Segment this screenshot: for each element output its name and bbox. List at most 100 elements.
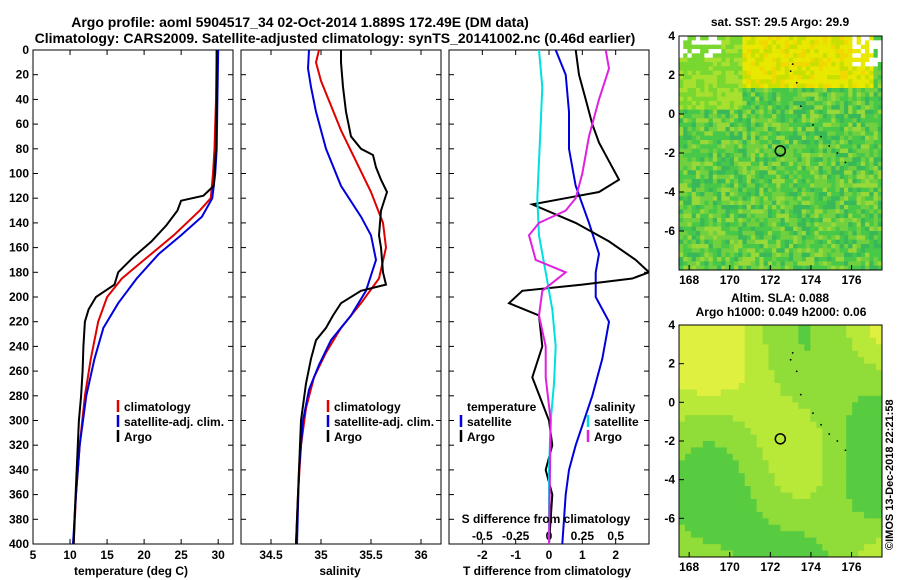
map-cell: [780, 383, 788, 391]
map-cell: [717, 92, 722, 98]
map-cell: [762, 395, 770, 403]
map-cell: [738, 492, 746, 500]
map-cell: [864, 370, 871, 378]
map-cell: [797, 131, 803, 137]
map-cell: [810, 109, 815, 115]
map-cell: [721, 57, 727, 63]
map-cell: [801, 209, 807, 215]
map-cell: [729, 66, 735, 72]
map-cell: [720, 415, 728, 423]
map-cell: [876, 505, 882, 513]
map-cell: [759, 205, 765, 210]
map-cell: [848, 75, 853, 80]
map-cell: [742, 75, 748, 80]
map-cell: [798, 383, 805, 391]
map-cell: [814, 239, 820, 245]
map-cell: [873, 239, 879, 245]
map-cell: [767, 179, 773, 184]
map-cell: [690, 505, 698, 513]
map-cell: [852, 363, 859, 371]
map-cell: [687, 131, 693, 137]
map-cell: [797, 205, 803, 210]
map-cell: [876, 460, 882, 468]
map-cell: [768, 376, 776, 384]
map-cell: [729, 161, 735, 167]
map-cell: [843, 127, 849, 132]
map-cell: [798, 441, 805, 449]
salinity-legend: climatology satellite-adj. clim. Argo: [326, 400, 434, 444]
map-cell: [801, 75, 807, 80]
map-cell: [814, 96, 820, 102]
map-cell: [687, 135, 693, 141]
map-cell: [746, 248, 752, 254]
map-cell: [767, 114, 773, 119]
map-cell: [848, 166, 853, 171]
map-cell: [805, 36, 811, 41]
map-cell: [714, 550, 722, 557]
map-cell: [679, 376, 686, 384]
map-cell: [831, 187, 837, 193]
map-cell: [788, 62, 794, 67]
map-cell: [702, 511, 710, 519]
map-cell: [816, 337, 823, 345]
map-cell: [742, 161, 748, 167]
map-cell: [858, 492, 865, 500]
map-cell: [704, 88, 710, 93]
map-cell: [714, 337, 722, 345]
map-cell: [684, 402, 692, 410]
temperature-series-line: [72, 50, 218, 544]
map-cell: [756, 421, 764, 429]
map-cell: [810, 325, 817, 333]
map-cell: [864, 511, 871, 519]
map-cell: [717, 265, 722, 270]
map-cell: [684, 389, 692, 397]
map-cell: [828, 505, 835, 513]
map-cell: [831, 144, 837, 150]
map-cell: [776, 131, 782, 137]
map-cell: [725, 213, 731, 219]
map-cell: [767, 192, 773, 197]
map-cell: [720, 531, 728, 539]
map-cell: [846, 383, 853, 391]
map-cell: [814, 92, 820, 98]
map-cell: [733, 101, 739, 106]
map-cell: [798, 460, 805, 468]
map-cell: [835, 40, 841, 46]
map-cell: [805, 140, 811, 145]
map-cell: [839, 235, 845, 241]
map-cell: [738, 257, 744, 262]
map-cell: [763, 127, 769, 132]
map-cell: [877, 231, 882, 236]
map-cell: [780, 511, 788, 519]
map-cell: [762, 344, 770, 352]
map-cell: [717, 261, 722, 267]
map-cell: [876, 453, 882, 461]
map-cell: [755, 96, 760, 102]
map-cell: [717, 192, 722, 197]
map-cell: [780, 192, 786, 197]
map-cell: [687, 114, 693, 119]
map-cell: [848, 118, 853, 124]
map-cell: [691, 231, 697, 236]
map-cell: [827, 183, 832, 189]
map-cell: [742, 70, 748, 76]
map-cell: [858, 544, 865, 552]
map-cell: [828, 350, 835, 358]
map-cell: [839, 105, 845, 111]
map-cell: [763, 140, 769, 145]
map-cell: [700, 118, 705, 124]
map-cell: [746, 62, 752, 67]
map-cell: [721, 166, 727, 171]
map-cell: [869, 265, 875, 270]
map-cell: [784, 105, 790, 111]
map-cell: [860, 226, 866, 232]
map-cell: [729, 109, 735, 115]
map-cell: [738, 79, 744, 85]
map-cell: [679, 192, 684, 197]
map-cell: [827, 57, 832, 63]
map-cell: [732, 389, 740, 397]
map-cell: [714, 441, 722, 449]
map-cell: [700, 114, 705, 119]
map-cell: [759, 79, 765, 85]
map-cell: [873, 144, 879, 150]
